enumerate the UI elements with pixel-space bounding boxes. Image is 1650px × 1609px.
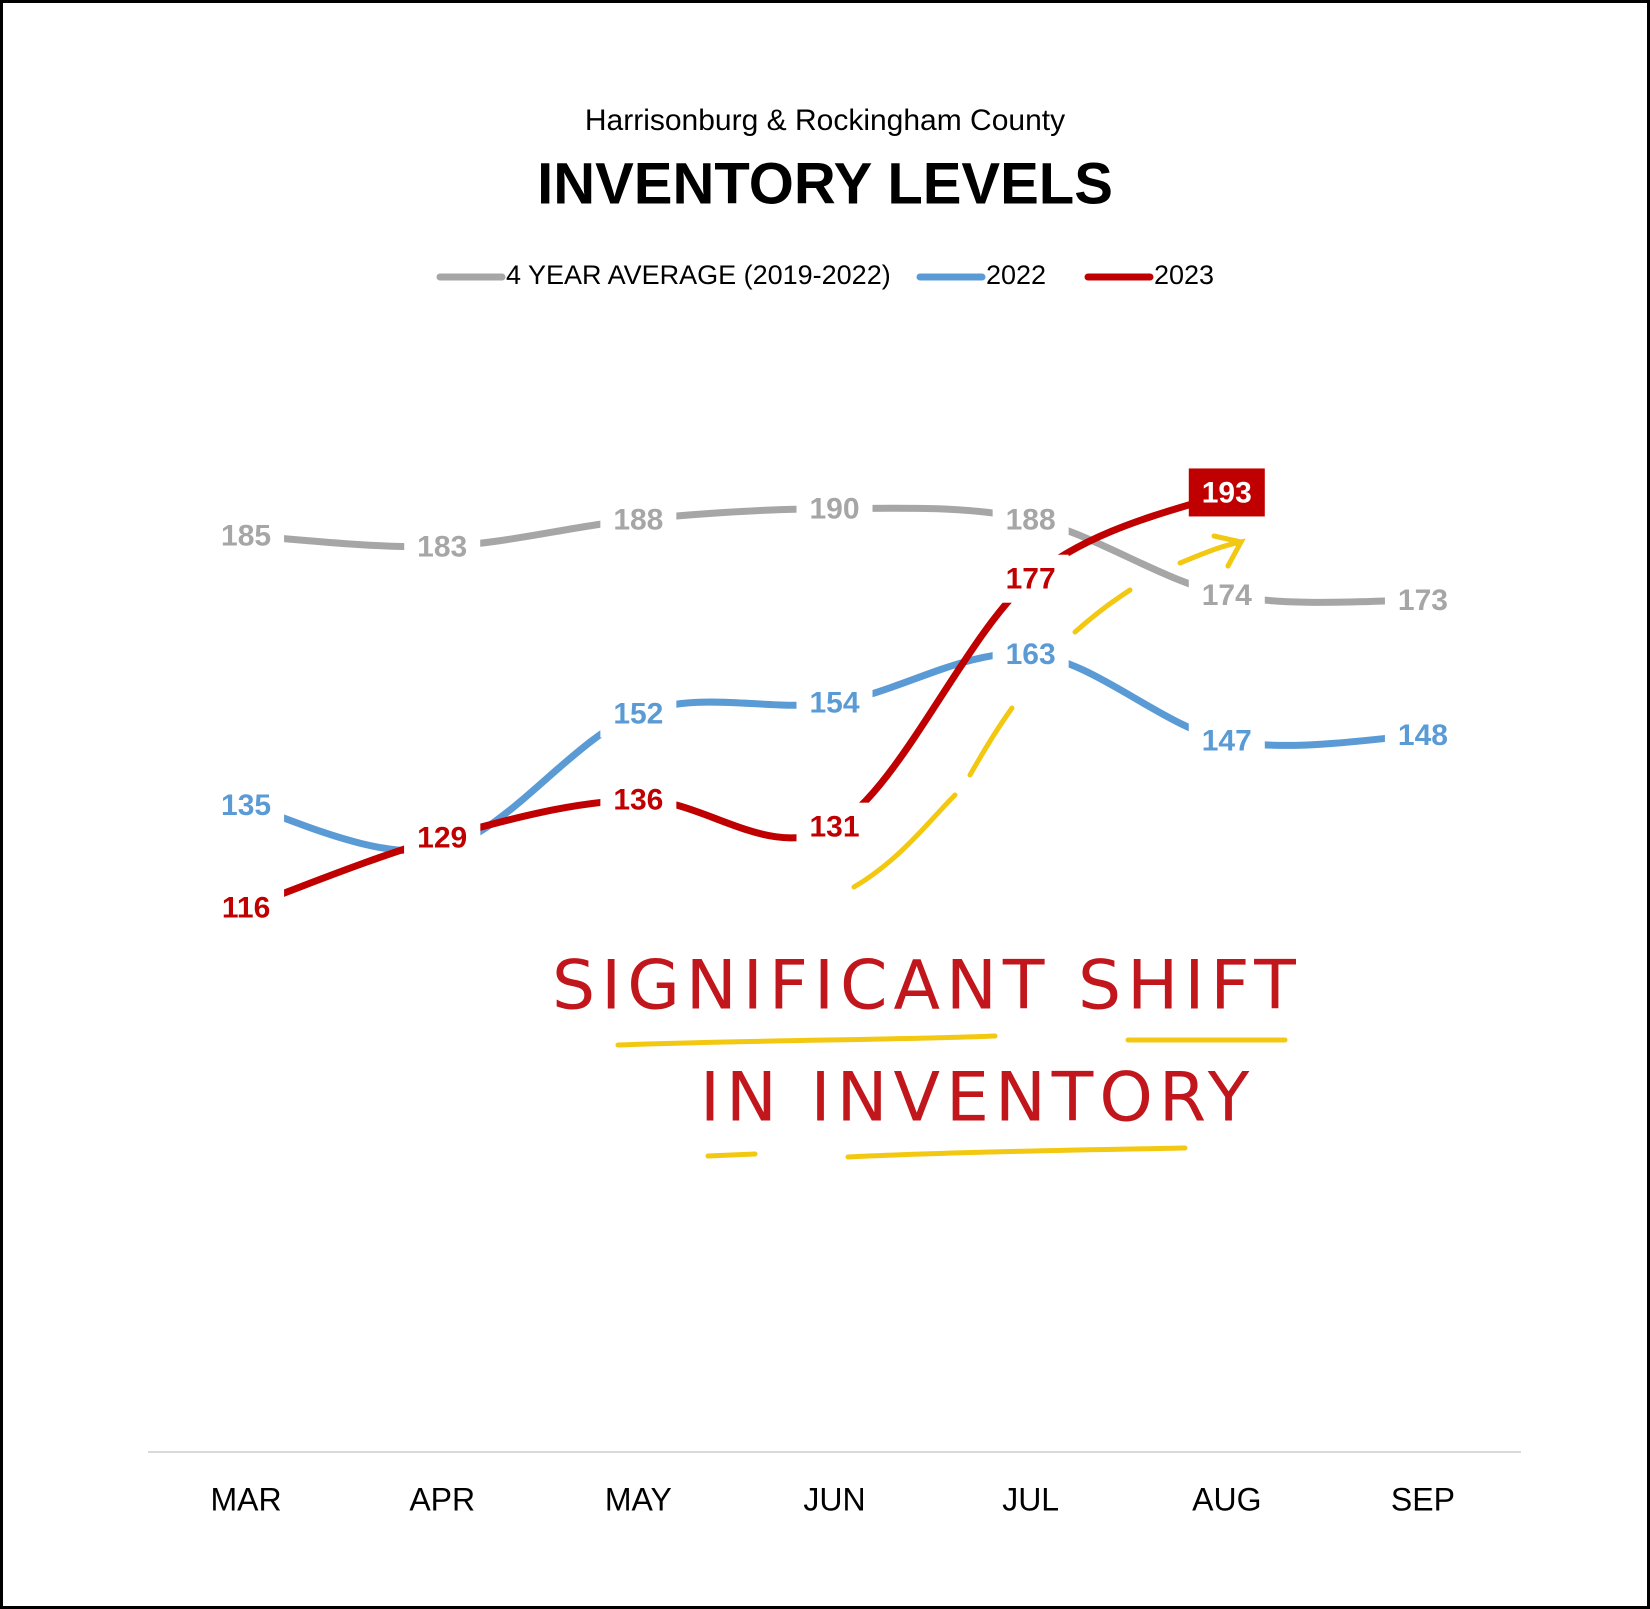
- arrow-part: [1072, 587, 1133, 635]
- legend-label: 2023: [1154, 260, 1214, 290]
- data-label: 147: [1202, 724, 1252, 757]
- data-label: 185: [221, 520, 271, 553]
- data-label-bg: [600, 495, 677, 544]
- data-label: 148: [1398, 719, 1448, 752]
- annotation-marks: [615, 533, 1288, 1160]
- arrow-part: [967, 705, 1015, 778]
- data-label: 136: [613, 784, 663, 817]
- data-label-bg: [992, 554, 1069, 603]
- x-tick-label: SEP: [1391, 1481, 1455, 1517]
- x-tick-label: MAY: [605, 1481, 672, 1517]
- arrow-head: [1177, 533, 1246, 569]
- underline: [615, 1033, 998, 1048]
- data-label-bg: [208, 883, 285, 932]
- data-label: 174: [1202, 579, 1252, 612]
- data-label-bg: [1188, 716, 1265, 765]
- annotation: IN INVENTORY: [700, 1059, 1255, 1138]
- data-label: 152: [613, 697, 663, 730]
- x-tick-label: JUN: [803, 1481, 865, 1517]
- data-label-bg: [208, 781, 285, 830]
- data-label-bg: [1188, 570, 1265, 619]
- data-label-bg: [1384, 711, 1461, 760]
- data-label: 190: [809, 493, 859, 526]
- arrow-part: [851, 792, 958, 890]
- underline: [845, 1145, 1188, 1160]
- data-label-bg: [208, 511, 285, 560]
- data-label: 188: [1006, 503, 1056, 536]
- x-tick-label: APR: [409, 1481, 475, 1517]
- x-tick-label: AUG: [1192, 1481, 1261, 1517]
- underline: [705, 1151, 758, 1159]
- data-label: 193: [1202, 476, 1252, 509]
- legend-label: 4 YEAR AVERAGE (2019-2022): [506, 260, 891, 290]
- data-label: 177: [1006, 563, 1056, 596]
- data-label-bg: [404, 813, 481, 862]
- annotation: SIGNIFICANT SHIFT: [552, 947, 1302, 1026]
- data-label-bg: [796, 484, 873, 533]
- chart-subtitle: Harrisonburg & Rockingham County: [585, 104, 1065, 137]
- data-label-bg: [600, 689, 677, 738]
- data-label-box: [1188, 468, 1265, 517]
- data-label-bg: [1384, 576, 1461, 625]
- legend-label: 2022: [986, 260, 1046, 290]
- data-label-bg: [600, 775, 677, 824]
- data-label: 131: [809, 811, 859, 844]
- data-label-bg: [992, 495, 1069, 544]
- x-tick-label: MAR: [211, 1481, 282, 1517]
- chart-title: INVENTORY LEVELS: [537, 151, 1113, 216]
- data-label: 188: [613, 503, 663, 536]
- data-label: 116: [222, 891, 270, 924]
- data-label-bg: [404, 522, 481, 571]
- data-label: 129: [417, 821, 467, 854]
- data-label-bg: [796, 802, 873, 851]
- data-label-bg: [796, 678, 873, 727]
- data-label: 163: [1006, 638, 1056, 671]
- data-label: 183: [417, 530, 467, 563]
- data-label: 173: [1398, 584, 1448, 617]
- data-label: 135: [221, 789, 271, 822]
- data-label: 154: [809, 687, 859, 720]
- x-tick-label: JUL: [1002, 1481, 1059, 1517]
- data-label-bg: [992, 630, 1069, 679]
